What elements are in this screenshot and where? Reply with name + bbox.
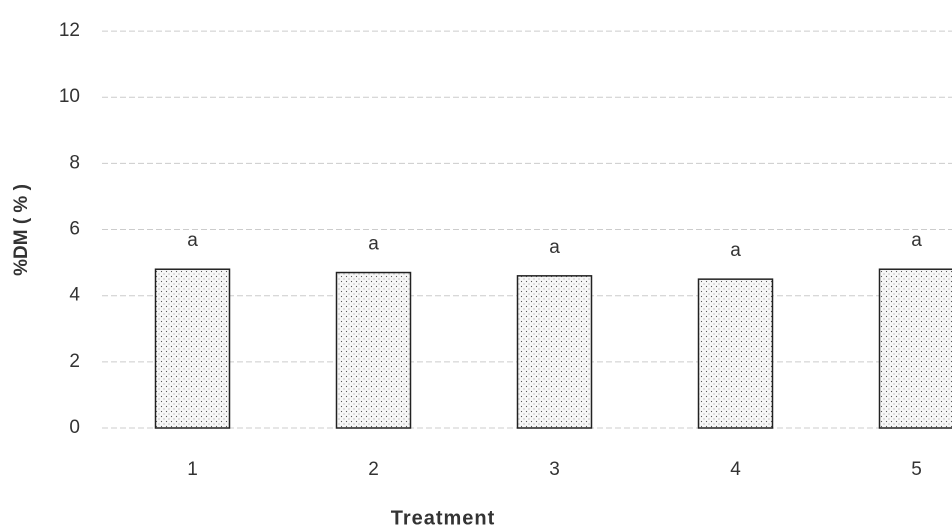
significance-letter: a [368, 234, 379, 255]
x-tick-label: 5 [911, 459, 922, 480]
x-tick-label: 2 [368, 459, 379, 480]
y-tick-label: 4 [69, 285, 80, 306]
significance-letter: a [187, 230, 198, 251]
bar [699, 279, 773, 428]
significance-letter: a [730, 240, 741, 261]
x-tick-label: 4 [730, 459, 741, 480]
x-axis-label: Treatment [391, 507, 496, 529]
page: %DM ( % ) Treatment 0246810121a2a3a4a5a … [0, 0, 952, 532]
significance-letter: a [549, 237, 560, 258]
y-tick-label: 0 [69, 417, 80, 438]
bar [337, 273, 411, 428]
y-tick-label: 12 [59, 20, 80, 41]
y-tick-label: 10 [59, 86, 80, 107]
bar [156, 269, 230, 428]
x-tick-label: 3 [549, 459, 560, 480]
y-tick-label: 6 [69, 219, 80, 240]
y-tick-label: 2 [69, 351, 80, 372]
bar [518, 276, 592, 428]
significance-letter: a [911, 230, 922, 251]
bar [880, 269, 952, 428]
y-tick-label: 8 [69, 152, 80, 173]
x-tick-label: 1 [187, 459, 198, 480]
chart: %DM ( % ) Treatment 0 2 4 6 8 10 12 1 a 2 a 3 a 4 a 5 a [0, 0, 952, 532]
y-axis-label: %DM ( % ) [11, 184, 32, 276]
